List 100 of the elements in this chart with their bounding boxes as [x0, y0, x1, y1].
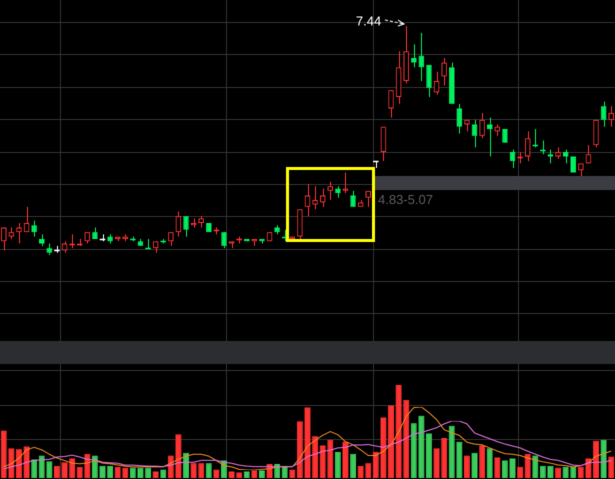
bar: [114, 466, 121, 478]
candlestick: [516, 151, 524, 164]
candlestick: [176, 210, 182, 238]
candlestick: [328, 181, 334, 201]
candlestick: [168, 232, 174, 246]
bar: [92, 456, 98, 478]
bar: [24, 446, 30, 478]
bar: [198, 463, 204, 478]
bar: [524, 454, 531, 478]
candlestick: [486, 117, 492, 158]
candlestick: [555, 146, 561, 160]
bar: [175, 434, 182, 478]
bar: [502, 460, 508, 478]
bar: [100, 466, 106, 478]
candlestick: [494, 124, 500, 136]
bar: [540, 466, 546, 478]
candlestick: [350, 190, 356, 208]
candlestick: [548, 149, 554, 164]
bar: [138, 468, 144, 478]
annotation: 4.83-5.07: [378, 192, 433, 207]
bar: [372, 452, 379, 478]
bar: [296, 421, 303, 478]
candlestick: [342, 172, 348, 194]
bar: [441, 438, 448, 478]
bar: [555, 468, 562, 478]
bar: [334, 452, 341, 478]
bar: [380, 418, 386, 478]
bar: [593, 440, 599, 478]
candlestick: [586, 144, 592, 164]
bar: [410, 423, 417, 478]
bar: [206, 463, 212, 478]
bar: [107, 466, 114, 478]
bar: [168, 456, 174, 478]
candlestick: [426, 64, 432, 98]
candlestick: [388, 90, 394, 118]
bar: [494, 458, 500, 478]
candlestick: [562, 149, 568, 164]
candlestick: [502, 128, 508, 144]
bar: [130, 468, 136, 478]
candlestick: [380, 126, 386, 162]
bar: [464, 456, 470, 478]
candlestick: [8, 227, 14, 240]
candlestick: [472, 119, 478, 148]
bar: [472, 452, 478, 478]
candlestick: [411, 44, 417, 68]
candlestick: [24, 206, 30, 233]
bar: [312, 436, 318, 478]
bar: [418, 416, 424, 478]
candlestick: [312, 186, 318, 210]
candlestick: [335, 186, 341, 198]
candlestick: [524, 130, 530, 162]
bar: [304, 407, 310, 478]
bar: [365, 463, 372, 478]
candlestick: [578, 162, 584, 178]
bar: [434, 448, 440, 478]
bar: [46, 461, 52, 478]
bar: [320, 445, 326, 478]
candlestick: [183, 216, 189, 238]
bar: [350, 454, 356, 478]
candlestick: [92, 227, 98, 240]
bar: [54, 466, 60, 478]
bar: [62, 462, 68, 478]
candlestick: [434, 71, 440, 96]
bar: [358, 466, 364, 478]
bar: [456, 442, 462, 478]
bar: [145, 468, 152, 478]
bar: [426, 433, 432, 478]
candlestick: [608, 106, 614, 128]
bar: [69, 458, 76, 478]
candlestick: [418, 32, 424, 82]
candlestick: [593, 119, 599, 148]
bar: [510, 458, 516, 478]
bar: [479, 445, 486, 478]
annotation: 7.44: [356, 14, 382, 29]
bar: [0, 430, 7, 478]
candlestick: [16, 222, 22, 244]
candlestick: [107, 234, 113, 244]
candlestick: [46, 243, 52, 256]
candlestick: [68, 234, 76, 249]
bar: [403, 400, 410, 478]
candlestick: [600, 101, 606, 128]
bar: [16, 449, 22, 478]
bar: [608, 456, 614, 478]
candlestick: [274, 224, 280, 235]
bar: [578, 466, 584, 478]
candlestick: [320, 188, 326, 208]
bar: [517, 466, 524, 478]
bar: [183, 452, 189, 478]
candlestick: [221, 232, 227, 249]
candlestick: [441, 58, 447, 86]
candlestick: [1, 227, 7, 251]
bar: [190, 463, 197, 478]
bar: [562, 466, 569, 478]
candlestick: [31, 220, 37, 238]
bar: [585, 458, 592, 478]
bar: [84, 454, 90, 478]
bar: [8, 448, 14, 478]
bar: [388, 405, 394, 478]
bar: [396, 385, 402, 478]
bar: [342, 442, 348, 478]
